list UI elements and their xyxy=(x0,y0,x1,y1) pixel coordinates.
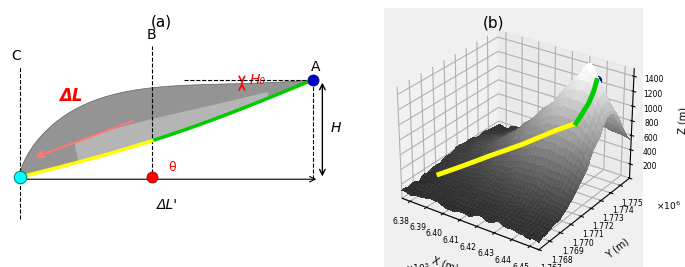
Polygon shape xyxy=(75,92,269,162)
Text: $\times10^5$: $\times10^5$ xyxy=(405,262,429,267)
Text: (a): (a) xyxy=(151,14,172,29)
Text: H: H xyxy=(330,121,340,135)
Text: B: B xyxy=(147,28,157,42)
Polygon shape xyxy=(20,80,312,177)
Text: θ: θ xyxy=(168,161,175,174)
Y-axis label: Y (m): Y (m) xyxy=(604,236,631,260)
Text: ΔL: ΔL xyxy=(60,87,83,105)
Text: A: A xyxy=(311,60,321,73)
X-axis label: X (m): X (m) xyxy=(431,256,460,267)
Text: $\times10^6$: $\times10^6$ xyxy=(656,200,681,212)
Text: (b): (b) xyxy=(482,16,503,31)
Text: ΔL': ΔL' xyxy=(158,198,178,211)
Text: C: C xyxy=(12,49,21,63)
Text: H₀: H₀ xyxy=(250,73,266,87)
